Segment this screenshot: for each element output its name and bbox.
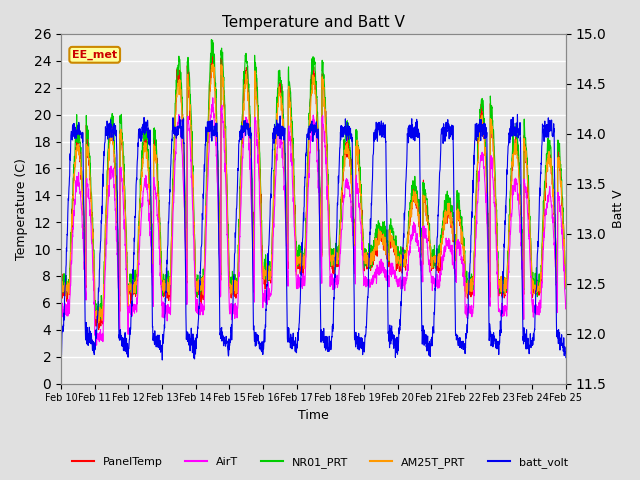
Legend: PanelTemp, AirT, NR01_PRT, AM25T_PRT, batt_volt: PanelTemp, AirT, NR01_PRT, AM25T_PRT, ba… <box>68 452 572 472</box>
X-axis label: Time: Time <box>298 409 329 422</box>
Y-axis label: Batt V: Batt V <box>612 190 625 228</box>
Y-axis label: Temperature (C): Temperature (C) <box>15 158 28 260</box>
Title: Temperature and Batt V: Temperature and Batt V <box>222 15 405 30</box>
Text: EE_met: EE_met <box>72 49 117 60</box>
